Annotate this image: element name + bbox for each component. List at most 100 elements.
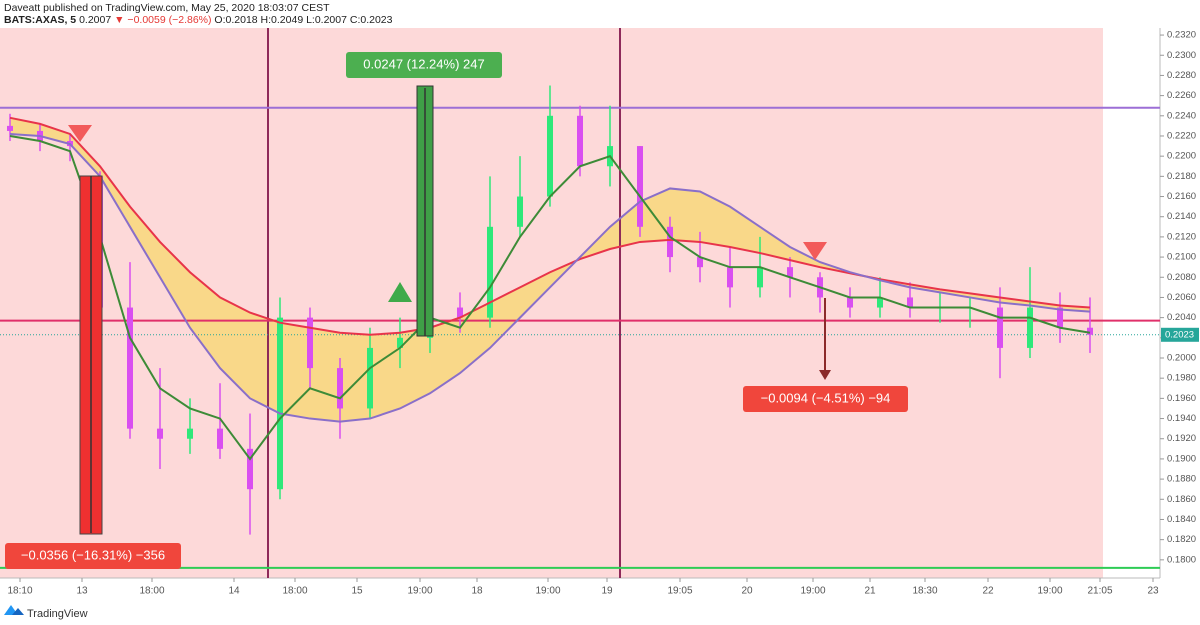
y-tick-label: 0.1880 [1167,474,1196,485]
x-tick-label: 20 [741,586,753,597]
session-background [0,28,1103,578]
x-tick-label: 19 [601,586,613,597]
price: 0.2007 [79,14,112,26]
candle-body [127,307,133,429]
y-tick-label: 0.2280 [1167,70,1196,81]
candle-body [667,226,673,258]
y-tick-label: 0.1900 [1167,453,1196,464]
candle-body [637,146,643,227]
buy-signal [388,282,412,302]
x-tick-label: 21:05 [1087,586,1112,597]
x-tick-label: 18:10 [7,586,32,597]
y-tick-label: 0.2200 [1167,151,1196,162]
annotation-text: −0.0356 (−16.31%) −356 [21,547,165,562]
candle-body [877,297,883,308]
candle-body [217,428,223,449]
candle-body [367,347,373,409]
candle-body [577,115,583,167]
x-tick-label: 18 [471,586,483,597]
y-tick-label: 0.2120 [1167,231,1196,242]
x-tick-label: 18:00 [139,586,164,597]
x-tick-label: 23 [1147,586,1159,597]
y-tick-label: 0.2220 [1167,130,1196,141]
y-tick-label: 0.2260 [1167,90,1196,101]
x-tick-label: 18:30 [912,586,937,597]
x-tick-label: 19:00 [407,586,432,597]
symbol-line: BATS:AXAS, 5 0.2007 ▼ −0.0059 (−2.86%) O… [4,14,392,26]
y-tick-label: 0.1980 [1167,373,1196,384]
x-tick-label: 19:05 [667,586,692,597]
candle-body [1027,307,1033,348]
candle-body [757,267,763,288]
y-tick-label: 0.1840 [1167,514,1196,525]
brand: TradingView [27,608,88,620]
overlay-line [9,116,1091,336]
y-tick-label: 0.2240 [1167,110,1196,121]
x-tick-label: 18:00 [282,586,307,597]
annotation-box [5,543,181,569]
y-tick-label: 0.1940 [1167,413,1196,424]
x-tick-label: 15 [351,586,363,597]
x-tick-label: 22 [982,586,994,597]
y-tick-label: 0.2300 [1167,50,1196,61]
candle-body [337,368,343,409]
y-tick-label: 0.1820 [1167,534,1196,545]
y-tick-label: 0.2160 [1167,191,1196,202]
candle-body [1057,307,1063,328]
overlay-line [9,134,1091,461]
candle-body [697,257,703,268]
annotation-text: −0.0094 (−4.51%) −94 [761,390,891,405]
x-tick-label: 14 [228,586,240,597]
brand-logo [4,605,24,615]
x-tick-label: 19:00 [800,586,825,597]
arrow-head [819,370,831,380]
y-tick-label: 0.1860 [1167,494,1196,505]
x-tick-label: 19:00 [1037,586,1062,597]
plot [0,28,1103,578]
y-tick-label: 0.1960 [1167,393,1196,404]
candle-body [307,317,313,369]
y-tick-label: 0.2180 [1167,171,1196,182]
candle-body [7,125,13,131]
ohlc: O:0.2018 H:0.2049 L:0.2007 C:0.2023 [214,14,393,26]
x-tick-label: 19:00 [535,586,560,597]
y-tick-label: 0.2000 [1167,353,1196,364]
candle-body [787,267,793,278]
candle-body [247,448,253,490]
candle-body [1087,327,1093,335]
annotation-text: 0.0247 (12.24%) 247 [363,56,484,71]
annotation-box [346,52,502,78]
candle-body [397,337,403,348]
candle-body [727,267,733,288]
candle-body [847,297,853,308]
overlay-line [9,132,1091,423]
candle-body [487,226,493,318]
candle-body [907,297,913,308]
sell-signal [803,242,827,260]
sell-signal [68,125,92,142]
x-tick-label: 13 [76,586,88,597]
y-tick-label: 0.2320 [1167,30,1196,41]
candle-body [187,428,193,439]
y-tick-label: 0.2080 [1167,272,1196,283]
y-tick-label: 0.1800 [1167,554,1196,565]
symbol: BATS:AXAS, 5 [4,14,77,26]
y-tick-label: 0.2140 [1167,211,1196,222]
candle-body [457,307,463,318]
y-tick-label: 0.2100 [1167,252,1196,263]
candle-body [997,307,1003,348]
candle-body [157,428,163,439]
last-price-box [1161,327,1199,342]
y-tick-label: 0.1920 [1167,433,1196,444]
change: ▼ −0.0059 (−2.86%) [114,14,212,26]
annotation-box [743,386,908,412]
y-tick-label: 0.2040 [1167,312,1196,323]
candle-body [547,115,553,197]
candle-body [277,317,283,490]
published-line: Daveatt published on TradingView.com, Ma… [4,2,330,14]
x-tick-label: 21 [864,586,876,597]
candle-body [517,196,523,227]
last-price-label: 0.2023 [1165,329,1194,340]
